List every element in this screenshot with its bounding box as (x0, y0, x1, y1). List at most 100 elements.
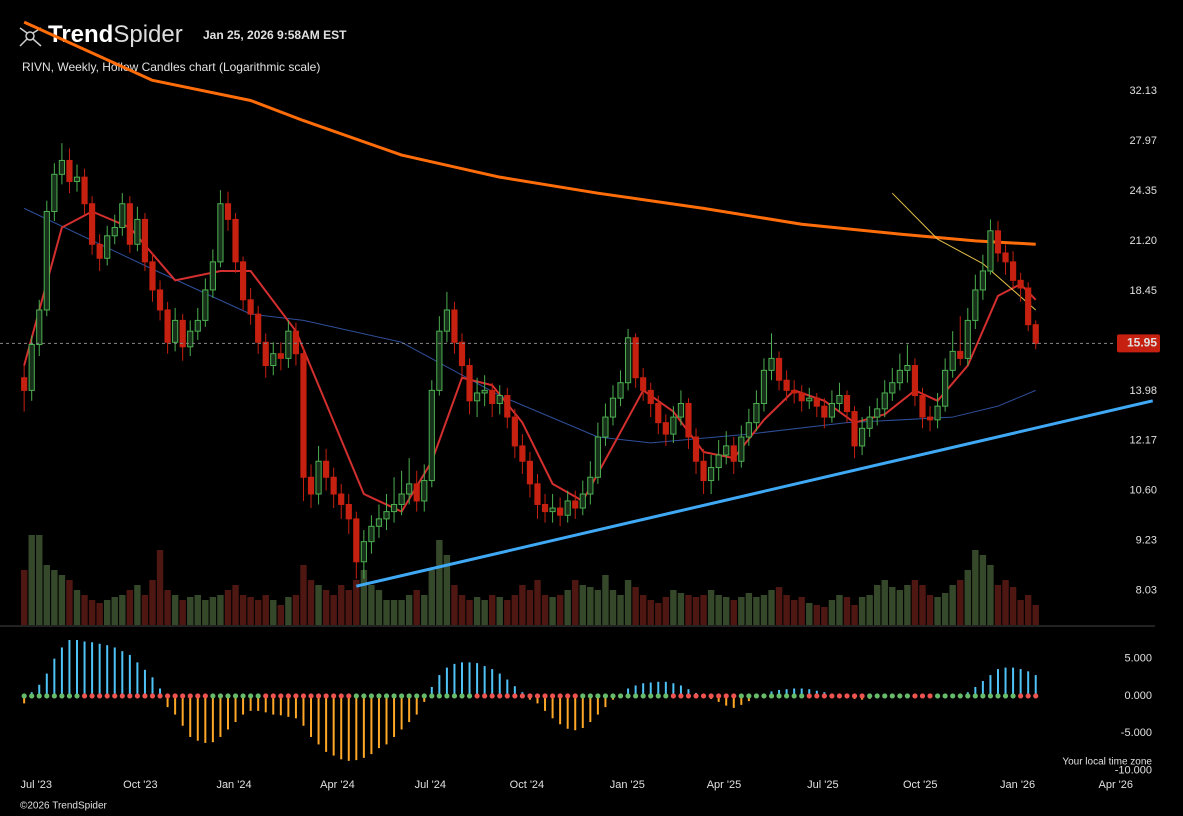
candle-body (300, 353, 307, 478)
y-tick-label: 32.13 (1129, 85, 1157, 97)
volume-bar (156, 550, 164, 625)
volume-bar (247, 597, 254, 625)
osc-dot (859, 693, 865, 699)
candle-body (572, 500, 579, 509)
osc-dot (731, 693, 737, 699)
candle-body (564, 500, 571, 516)
osc-dot (444, 693, 450, 699)
volume-bar (624, 580, 632, 625)
candle-body (277, 353, 284, 359)
y-tick-label: 18.45 (1129, 285, 1157, 297)
volume-bar (96, 603, 103, 625)
y-tick-label: 24.35 (1129, 185, 1157, 197)
volume-bar (481, 600, 488, 625)
osc-dot (685, 693, 692, 699)
osc-dot (678, 693, 684, 699)
volume-bar (760, 595, 768, 625)
candle-body (994, 230, 1002, 254)
osc-dot (36, 693, 42, 699)
candle-body (700, 460, 707, 482)
volume-bar (987, 565, 994, 625)
volume-bar (919, 585, 926, 625)
candle-body (911, 365, 919, 397)
candle-body (383, 511, 390, 520)
volume-bar (43, 565, 51, 625)
candle-body (202, 289, 209, 321)
candle-body (896, 369, 903, 384)
candle-body (798, 392, 805, 402)
candle-body (504, 395, 511, 418)
y-tick-label: 21.20 (1129, 235, 1157, 247)
volume-bar (451, 585, 458, 625)
volume-bar (270, 600, 277, 625)
candle-body (224, 203, 232, 220)
osc-tick-label: -5.000 (1121, 727, 1152, 739)
osc-dot (723, 693, 729, 699)
last-price-badge (1117, 334, 1160, 353)
osc-dot (655, 693, 661, 699)
osc-dot (112, 693, 118, 699)
osc-dot (81, 693, 88, 699)
candle-body (723, 445, 730, 456)
volume-bar (81, 595, 88, 625)
volume-bar (1032, 605, 1039, 625)
volume-bar (504, 600, 511, 625)
volume-bar (421, 595, 428, 625)
candle-body (375, 518, 383, 527)
osc-dot (648, 693, 654, 699)
osc-dot (195, 693, 201, 699)
osc-dot (240, 693, 246, 699)
candle-body (828, 402, 836, 418)
candle-body (526, 460, 534, 485)
candle-body (964, 319, 971, 359)
volume-bar (964, 570, 971, 625)
osc-dot (844, 693, 850, 699)
volume-bar (881, 580, 888, 625)
volume-bar (436, 540, 443, 625)
volume-bar (194, 595, 201, 625)
osc-dot (383, 693, 390, 699)
volume-bar (171, 595, 179, 625)
osc-dot (157, 693, 163, 699)
osc-dot (399, 693, 405, 699)
candle-body (602, 416, 609, 438)
osc-dot (489, 693, 495, 699)
candle-body (519, 445, 526, 462)
volume-bar (126, 590, 134, 625)
volume-bar (187, 597, 194, 625)
volume-bar (639, 595, 647, 625)
candle-body (670, 416, 677, 435)
osc-dot (980, 693, 986, 699)
y-tick-label: 10.60 (1129, 485, 1157, 497)
osc-dot (625, 693, 631, 699)
candle-body (330, 476, 337, 495)
y-tick-label: 27.97 (1129, 135, 1157, 147)
candle-body (1032, 324, 1039, 344)
volume-bar (254, 600, 262, 625)
osc-dot (21, 693, 27, 699)
volume-bar (836, 595, 843, 625)
volume-bar (911, 580, 919, 625)
osc-dot (512, 693, 518, 699)
osc-dot (451, 693, 458, 699)
osc-dot (814, 693, 820, 699)
osc-dot (957, 693, 963, 699)
osc-dot (497, 693, 503, 699)
candle-body (307, 476, 315, 495)
candle-body (88, 203, 96, 245)
candle-body (323, 460, 330, 478)
volume-bar (103, 600, 111, 625)
osc-dot (768, 693, 775, 699)
osc-dot (617, 693, 624, 699)
osc-dot (534, 693, 541, 699)
osc-dot (904, 693, 910, 699)
osc-dot (519, 693, 525, 699)
volume-bar (66, 580, 73, 625)
candle-body (149, 261, 156, 291)
candle-body (353, 518, 360, 563)
candle-body (692, 436, 700, 462)
candle-body (715, 454, 722, 469)
candle-body (96, 243, 103, 259)
candle-body (858, 427, 866, 447)
volume-bar (904, 585, 911, 625)
